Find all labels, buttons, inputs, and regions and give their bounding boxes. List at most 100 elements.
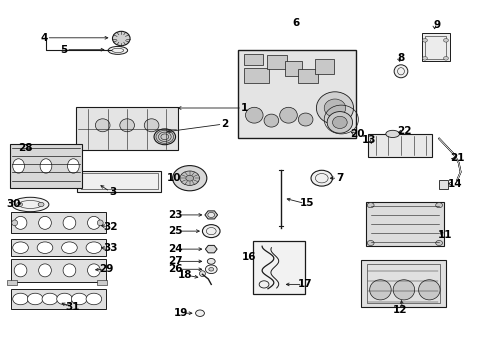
Text: 15: 15 <box>299 198 314 208</box>
Text: 21: 21 <box>449 153 464 163</box>
Ellipse shape <box>332 116 346 129</box>
Text: 3: 3 <box>109 186 116 197</box>
Ellipse shape <box>298 113 312 126</box>
Ellipse shape <box>39 264 51 277</box>
FancyBboxPatch shape <box>253 241 304 294</box>
Ellipse shape <box>63 216 76 229</box>
Ellipse shape <box>13 242 28 253</box>
Ellipse shape <box>63 264 76 277</box>
Ellipse shape <box>418 280 439 300</box>
Ellipse shape <box>40 159 52 173</box>
Ellipse shape <box>393 65 407 78</box>
Ellipse shape <box>144 119 159 132</box>
Ellipse shape <box>279 107 297 123</box>
Text: 31: 31 <box>65 302 80 312</box>
Text: 11: 11 <box>437 230 451 240</box>
Ellipse shape <box>392 280 414 300</box>
FancyBboxPatch shape <box>360 260 446 307</box>
Ellipse shape <box>245 107 263 123</box>
Ellipse shape <box>316 92 353 124</box>
FancyBboxPatch shape <box>284 61 301 76</box>
FancyBboxPatch shape <box>11 259 106 282</box>
Ellipse shape <box>12 197 49 212</box>
Ellipse shape <box>435 240 442 246</box>
Text: 33: 33 <box>103 243 118 253</box>
Ellipse shape <box>199 271 205 276</box>
Ellipse shape <box>154 129 175 145</box>
Ellipse shape <box>95 119 110 132</box>
Ellipse shape <box>443 39 447 42</box>
Ellipse shape <box>259 281 268 288</box>
Text: 4: 4 <box>40 33 48 43</box>
Text: 13: 13 <box>361 135 376 145</box>
Text: 6: 6 <box>292 18 299 28</box>
Ellipse shape <box>87 216 100 229</box>
Ellipse shape <box>208 267 213 271</box>
Text: 19: 19 <box>173 308 188 318</box>
Ellipse shape <box>12 220 18 226</box>
Ellipse shape <box>366 240 373 246</box>
Ellipse shape <box>108 46 127 54</box>
Ellipse shape <box>366 203 373 208</box>
Ellipse shape <box>422 57 427 60</box>
FancyBboxPatch shape <box>244 68 268 83</box>
FancyBboxPatch shape <box>365 202 443 246</box>
FancyBboxPatch shape <box>238 50 355 138</box>
Text: 30: 30 <box>6 199 21 209</box>
Ellipse shape <box>326 112 352 133</box>
Text: 7: 7 <box>335 173 343 183</box>
Ellipse shape <box>443 57 447 60</box>
Ellipse shape <box>207 258 215 264</box>
Text: 20: 20 <box>349 129 364 139</box>
Text: 23: 23 <box>167 210 182 220</box>
FancyBboxPatch shape <box>438 180 447 189</box>
Ellipse shape <box>27 293 43 305</box>
Polygon shape <box>205 246 217 253</box>
FancyBboxPatch shape <box>10 144 82 188</box>
Text: 2: 2 <box>221 119 228 129</box>
Ellipse shape <box>14 264 27 277</box>
Ellipse shape <box>120 119 134 132</box>
Ellipse shape <box>67 159 79 173</box>
Ellipse shape <box>369 280 390 300</box>
Text: 18: 18 <box>177 270 192 280</box>
Ellipse shape <box>324 99 345 117</box>
Ellipse shape <box>13 159 24 173</box>
Text: 16: 16 <box>242 252 256 262</box>
Text: 12: 12 <box>392 305 407 315</box>
Text: 8: 8 <box>397 53 404 63</box>
FancyBboxPatch shape <box>77 171 161 192</box>
Text: 17: 17 <box>297 279 312 289</box>
Ellipse shape <box>310 170 332 186</box>
Ellipse shape <box>180 171 199 185</box>
FancyBboxPatch shape <box>11 239 106 256</box>
Text: 29: 29 <box>99 264 114 274</box>
Ellipse shape <box>86 293 102 305</box>
Ellipse shape <box>37 242 53 253</box>
FancyBboxPatch shape <box>266 55 286 69</box>
Text: 25: 25 <box>167 226 182 236</box>
Text: 26: 26 <box>167 264 182 274</box>
FancyBboxPatch shape <box>244 54 263 65</box>
FancyBboxPatch shape <box>11 289 106 309</box>
Text: 9: 9 <box>432 20 439 30</box>
Text: 32: 32 <box>103 222 118 232</box>
Text: 28: 28 <box>18 143 33 153</box>
Ellipse shape <box>112 31 130 46</box>
Ellipse shape <box>205 265 217 274</box>
Text: 5: 5 <box>60 45 67 55</box>
Text: 10: 10 <box>166 173 181 183</box>
Text: 22: 22 <box>396 126 410 136</box>
FancyBboxPatch shape <box>367 134 431 157</box>
FancyBboxPatch shape <box>11 212 106 233</box>
Ellipse shape <box>202 225 220 238</box>
Ellipse shape <box>435 203 442 208</box>
Ellipse shape <box>42 293 58 305</box>
FancyBboxPatch shape <box>315 59 333 74</box>
Ellipse shape <box>86 242 102 253</box>
Ellipse shape <box>97 220 103 226</box>
Ellipse shape <box>71 293 87 305</box>
Text: 27: 27 <box>167 256 182 266</box>
Ellipse shape <box>385 130 399 138</box>
Ellipse shape <box>61 242 77 253</box>
